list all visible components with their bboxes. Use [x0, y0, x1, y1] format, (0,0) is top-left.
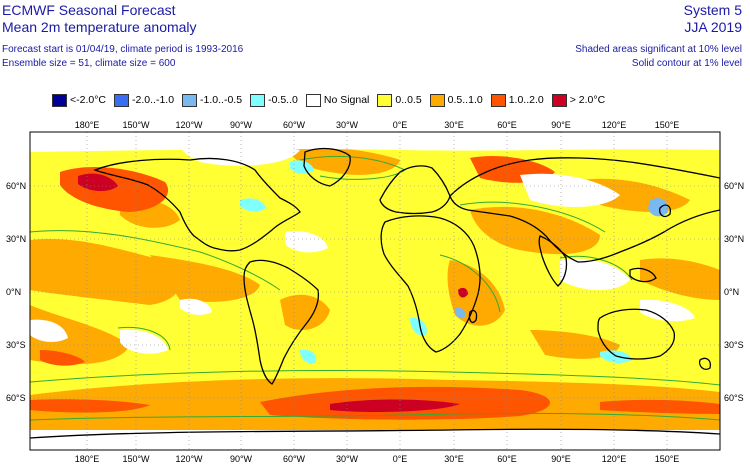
legend-label: <-2.0°C — [70, 94, 107, 106]
lon-labels-top: 180°E 150°W 120°W 90°W 60°W 30°W 0°E 30°… — [75, 120, 680, 130]
lat-labels-left: 60°N 30°N 0°N 30°S 60°S — [6, 181, 26, 403]
legend-swatch — [305, 93, 321, 107]
lon-label: 120°E — [602, 120, 627, 130]
legend-swatch — [429, 93, 445, 107]
legend-swatch — [250, 93, 266, 107]
lat-label: 60°N — [724, 181, 744, 191]
lon-label: 60°W — [283, 120, 306, 130]
lon-labels-bottom: 180°E 150°W 120°W 90°W 60°W 30°W 0°E 30°… — [75, 454, 680, 464]
legend-item: No Signal — [305, 93, 370, 107]
lon-label: 60°E — [497, 454, 517, 464]
legend-item: 0..0.5 — [377, 93, 422, 107]
legend-swatch — [490, 93, 506, 107]
forecast-info: Forecast start is 01/04/19, climate peri… — [2, 44, 244, 55]
lon-label: 120°W — [175, 120, 203, 130]
significance-contours — [30, 155, 720, 421]
legend-item: > 2.0°C — [551, 93, 606, 107]
map-field — [30, 132, 720, 450]
lon-label: 150°E — [655, 120, 680, 130]
significance-note: Shaded areas significant at 10% level — [575, 44, 742, 55]
lat-label: 60°N — [6, 181, 26, 191]
legend-label: -2.0..-1.0 — [132, 94, 175, 106]
lat-label: 30°S — [6, 340, 26, 350]
lat-label: 0°N — [6, 287, 21, 297]
legend-label: 0.5..1.0 — [447, 94, 483, 106]
lat-label: 30°S — [724, 340, 744, 350]
negative-anomaly-zones — [240, 160, 669, 364]
lon-label: 180°E — [75, 454, 100, 464]
season-label: JJA 2019 — [684, 19, 742, 35]
lon-label: 180°E — [75, 120, 100, 130]
coastlines — [30, 147, 720, 439]
legend-swatch — [52, 93, 67, 107]
legend-label: -0.5..0 — [268, 94, 298, 106]
lat-label: 30°N — [724, 234, 744, 244]
lon-label: 90°W — [230, 120, 253, 130]
lon-label: 120°W — [175, 454, 203, 464]
legend-label: 0..0.5 — [395, 94, 422, 106]
legend-item: -2.0..-1.0 — [114, 93, 175, 107]
graticule — [30, 132, 720, 450]
legend-swatch — [114, 93, 130, 107]
lon-label: 30°W — [336, 120, 359, 130]
lon-label: 150°E — [655, 454, 680, 464]
legend-swatch — [377, 93, 393, 107]
variable-title: Mean 2m temperature anomaly — [2, 19, 197, 35]
legend-label: -1.0..-0.5 — [200, 94, 243, 106]
lon-label: 150°W — [122, 120, 150, 130]
map-frame — [29, 131, 721, 451]
lon-label: 60°W — [283, 454, 306, 464]
lat-label: 0°N — [724, 287, 739, 297]
lon-label: 90°W — [230, 454, 253, 464]
lon-label: 0°E — [393, 454, 408, 464]
system-label: System 5 — [683, 2, 742, 18]
lon-label: 30°W — [336, 454, 359, 464]
product-title: ECMWF Seasonal Forecast — [2, 2, 176, 18]
no-signal-zones — [30, 132, 720, 450]
lon-label: 0°E — [393, 120, 408, 130]
lon-label: 60°E — [497, 120, 517, 130]
lon-label: 90°E — [551, 120, 571, 130]
legend-item: -0.5..0 — [250, 93, 298, 107]
lon-label: 90°E — [551, 454, 571, 464]
legend-item: 0.5..1.0 — [429, 93, 483, 107]
legend-label: > 2.0°C — [569, 94, 606, 106]
lon-label: 30°E — [444, 454, 464, 464]
legend-label: 1.0..2.0 — [508, 94, 544, 106]
legend-item: 1.0..2.0 — [490, 93, 544, 107]
anomaly-zones-gt-2p0 — [78, 173, 468, 412]
lat-label: 60°S — [6, 393, 26, 403]
lon-label: 150°W — [122, 454, 150, 464]
contour-note: Solid contour at 1% level — [631, 58, 742, 69]
legend-swatch — [551, 93, 567, 107]
legend-swatch — [182, 93, 198, 107]
color-legend: <-2.0°C -2.0..-1.0 -1.0..-0.5 -0.5..0 No Sig… — [52, 92, 613, 108]
lat-labels-right: 60°N 30°N 0°N 30°S 60°S — [724, 181, 744, 403]
lon-label: 120°E — [602, 454, 627, 464]
legend-item: <-2.0°C — [52, 93, 107, 107]
lat-label: 30°N — [6, 234, 26, 244]
legend-label: No Signal — [323, 94, 370, 106]
lat-label: 60°S — [724, 393, 744, 403]
legend-item: -1.0..-0.5 — [182, 93, 243, 107]
ensemble-info: Ensemble size = 51, climate size = 600 — [2, 58, 176, 69]
lon-label: 30°E — [444, 120, 464, 130]
